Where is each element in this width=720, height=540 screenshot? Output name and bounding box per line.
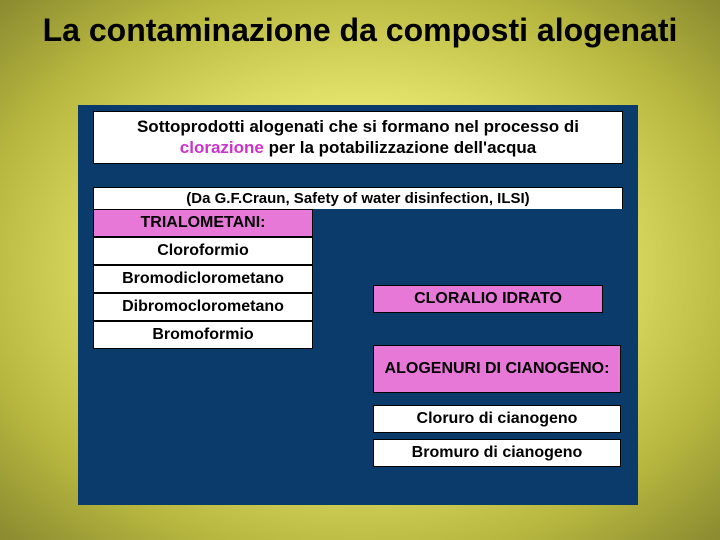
- left-item-2: Dibromoclorometano: [93, 293, 313, 321]
- right1-header: CLORALIO IDRATO: [373, 285, 603, 313]
- slide-title: La contaminazione da composti alogenati: [0, 0, 720, 53]
- left-group-header: TRIALOMETANI:: [93, 209, 313, 237]
- heading-post: per la potabilizzazione dell'acqua: [264, 138, 536, 157]
- left-item-3: Bromoformio: [93, 321, 313, 349]
- right2-item-1: Bromuro di cianogeno: [373, 439, 621, 467]
- heading-pre: Sottoprodotti alogenati che si formano n…: [137, 117, 579, 136]
- source-citation: (Da G.F.Craun, Safety of water disinfect…: [93, 187, 623, 209]
- heading-highlight: clorazione: [180, 138, 264, 157]
- right2-header: ALOGENURI DI CIANOGENO:: [373, 345, 621, 393]
- left-item-1: Bromodiclorometano: [93, 265, 313, 293]
- left-item-0: Cloroformio: [93, 237, 313, 265]
- right2-item-0: Cloruro di cianogeno: [373, 405, 621, 433]
- heading-box: Sottoprodotti alogenati che si formano n…: [93, 111, 623, 164]
- content-panel: Sottoprodotti alogenati che si formano n…: [78, 105, 638, 505]
